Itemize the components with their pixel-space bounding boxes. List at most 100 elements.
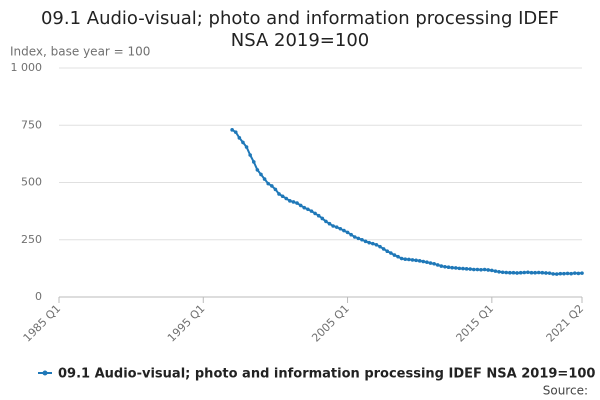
point bbox=[331, 224, 335, 228]
point bbox=[562, 271, 566, 276]
point bbox=[302, 205, 307, 210]
point bbox=[277, 192, 281, 196]
point bbox=[421, 259, 426, 264]
point bbox=[439, 264, 444, 268]
y-tick-label: 1 000 bbox=[11, 61, 43, 74]
point bbox=[284, 196, 289, 201]
point bbox=[425, 260, 429, 264]
point bbox=[464, 267, 469, 271]
point bbox=[266, 181, 271, 186]
point bbox=[396, 254, 400, 259]
point bbox=[504, 270, 509, 275]
point bbox=[334, 225, 339, 229]
point bbox=[316, 213, 321, 218]
point bbox=[565, 271, 570, 276]
y-tick-label: 0 bbox=[35, 290, 42, 303]
point bbox=[324, 219, 328, 224]
point bbox=[410, 258, 415, 262]
point bbox=[432, 261, 436, 266]
point bbox=[522, 270, 527, 275]
point bbox=[443, 264, 447, 269]
point bbox=[547, 271, 552, 275]
point bbox=[407, 257, 411, 262]
y-axis-label: Index, base year = 100 bbox=[10, 45, 150, 59]
point bbox=[446, 265, 451, 270]
point bbox=[486, 268, 491, 272]
point bbox=[345, 230, 350, 235]
point bbox=[482, 267, 487, 272]
point bbox=[371, 241, 375, 246]
point bbox=[453, 266, 458, 270]
point bbox=[479, 267, 483, 272]
point bbox=[248, 153, 252, 157]
x-tick-label: 2015 Q1 bbox=[454, 302, 497, 345]
point bbox=[259, 172, 263, 177]
point bbox=[572, 271, 577, 275]
point bbox=[342, 228, 346, 233]
point bbox=[309, 209, 314, 213]
point bbox=[298, 203, 303, 208]
point bbox=[280, 194, 285, 199]
point bbox=[508, 270, 512, 275]
point bbox=[526, 270, 530, 275]
point bbox=[251, 160, 256, 164]
point bbox=[529, 270, 534, 275]
point bbox=[270, 184, 274, 188]
point bbox=[352, 235, 357, 239]
y-tick-label: 500 bbox=[21, 176, 42, 189]
point bbox=[233, 130, 238, 134]
point bbox=[244, 145, 249, 149]
point bbox=[288, 199, 292, 203]
point bbox=[327, 221, 332, 226]
point bbox=[389, 251, 393, 255]
point bbox=[544, 271, 548, 275]
point bbox=[385, 249, 390, 253]
point bbox=[320, 216, 325, 221]
point bbox=[540, 270, 545, 275]
point bbox=[471, 267, 476, 272]
legend-label: 09.1 Audio-visual; photo and information… bbox=[58, 367, 595, 382]
x-tick-label: 2005 Q1 bbox=[309, 302, 352, 345]
point bbox=[295, 201, 299, 205]
point bbox=[450, 265, 454, 270]
point bbox=[533, 270, 537, 275]
point bbox=[367, 240, 371, 245]
point bbox=[580, 271, 584, 275]
point bbox=[461, 266, 465, 271]
point bbox=[230, 128, 234, 132]
point bbox=[518, 270, 523, 275]
x-tick-label: 2021 Q2 bbox=[544, 302, 587, 345]
point bbox=[569, 271, 573, 276]
point bbox=[381, 247, 386, 251]
point bbox=[497, 270, 501, 274]
point bbox=[414, 258, 418, 263]
point bbox=[241, 140, 245, 145]
point bbox=[468, 267, 472, 271]
point bbox=[554, 272, 559, 276]
point bbox=[500, 270, 505, 275]
point bbox=[428, 261, 433, 265]
point bbox=[417, 259, 422, 263]
point bbox=[536, 270, 541, 275]
point bbox=[273, 187, 278, 192]
point bbox=[399, 256, 404, 261]
point bbox=[237, 136, 242, 140]
point bbox=[356, 236, 361, 241]
point bbox=[338, 226, 343, 231]
point bbox=[515, 271, 519, 275]
point bbox=[255, 168, 260, 172]
point bbox=[306, 207, 310, 212]
point bbox=[490, 268, 494, 273]
point bbox=[349, 232, 353, 237]
point bbox=[493, 269, 498, 273]
point bbox=[475, 267, 480, 272]
point bbox=[435, 263, 440, 267]
point bbox=[262, 177, 267, 181]
point bbox=[551, 272, 555, 276]
point bbox=[313, 211, 317, 216]
point bbox=[511, 270, 516, 275]
chart-title: 09.1 Audio-visual; photo and information… bbox=[40, 8, 560, 51]
y-tick-label: 750 bbox=[21, 118, 42, 131]
